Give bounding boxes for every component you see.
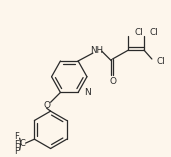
Text: F: F [14, 140, 19, 149]
Text: F: F [14, 132, 19, 141]
Text: Cl: Cl [150, 28, 159, 37]
Text: O: O [109, 77, 116, 86]
Text: F: F [14, 147, 19, 157]
Text: Cl: Cl [134, 28, 143, 37]
Text: C: C [20, 139, 25, 148]
Text: O: O [43, 101, 50, 110]
Text: Cl: Cl [157, 57, 165, 66]
Text: N: N [84, 88, 91, 97]
Text: NH: NH [90, 46, 103, 55]
